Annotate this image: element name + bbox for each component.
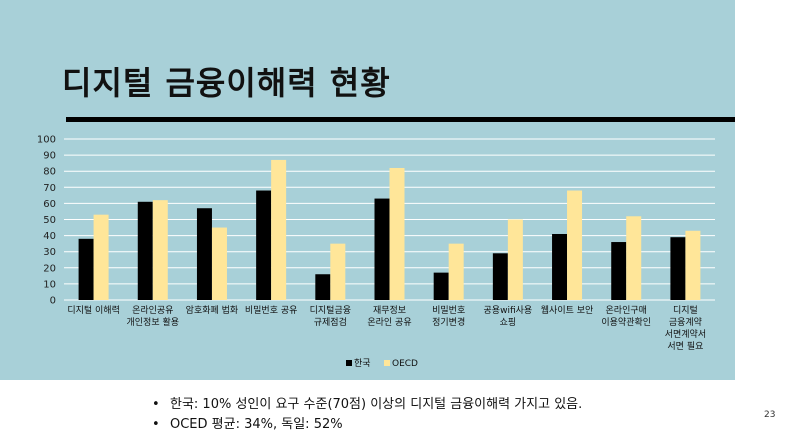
x-tick-label-2-0: 암호화폐 법화 — [186, 304, 239, 316]
x-tick-label-10-2: 서면계약서 — [665, 328, 706, 340]
x-tick-label-9-0: 온라인구매 — [606, 305, 647, 316]
x-tick-label-4-1: 규제점검 — [314, 316, 347, 328]
bar-korea-6 — [433, 272, 449, 300]
y-tick-label-60: 60 — [43, 199, 56, 210]
bar-korea-10 — [670, 237, 686, 300]
bar-korea-7 — [492, 253, 508, 300]
bar-oecd-7 — [507, 219, 523, 300]
bar-oecd-3 — [271, 159, 287, 300]
x-tick-label-5-0: 재무정보 — [373, 305, 406, 316]
bar-korea-5 — [374, 198, 390, 300]
bullet-item-oecd: OCED 평균: 34%, 독일: 52% — [148, 415, 582, 435]
x-tick-label-4-0: 디지털금융 — [310, 304, 351, 316]
y-tick-label-20: 20 — [43, 263, 56, 274]
x-tick-label-5-1: 온라인 공유 — [367, 317, 411, 328]
page-number: 23 — [764, 410, 776, 420]
x-tick-label-7-1: 쇼핑 — [500, 317, 517, 328]
bar-oecd-2 — [211, 227, 227, 300]
x-tick-label-1-0: 온라인공유 — [132, 305, 173, 316]
header-panel — [0, 0, 735, 380]
slide-title: 디지털 금융이해력 현황 — [62, 64, 391, 102]
legend-swatch-0 — [346, 360, 352, 366]
x-tick-label-10-3: 서면 필요 — [667, 340, 703, 352]
y-tick-label-70: 70 — [43, 183, 56, 194]
x-tick-label-3-0: 비밀번호 공유 — [245, 304, 298, 316]
y-tick-label-40: 40 — [43, 231, 56, 242]
y-tick-label-50: 50 — [43, 215, 56, 226]
bar-korea-8 — [552, 233, 568, 300]
bar-oecd-6 — [448, 243, 464, 300]
bar-oecd-10 — [685, 230, 701, 300]
legend-label-1: OECD — [392, 359, 418, 369]
title-underline — [66, 117, 735, 122]
y-tick-label-80: 80 — [43, 167, 56, 178]
y-tick-label-10: 10 — [43, 279, 56, 290]
x-tick-label-1-1: 개인정보 활용 — [126, 316, 179, 328]
x-tick-label-10-0: 디지털 — [673, 304, 698, 316]
y-tick-label-90: 90 — [43, 151, 56, 162]
bar-oecd-8 — [567, 190, 583, 300]
bar-oecd-0 — [93, 214, 109, 300]
legend-label-0: 한국 — [354, 358, 371, 369]
y-tick-label-100: 100 — [37, 135, 56, 146]
x-tick-label-9-1: 이용약관확인 — [601, 316, 651, 328]
bar-korea-3 — [256, 190, 272, 300]
x-tick-label-7-0: 공용wifi사용 — [484, 305, 533, 316]
bar-oecd-4 — [330, 243, 346, 300]
x-tick-label-0-0: 디지털 이해력 — [67, 304, 120, 316]
bar-oecd-1 — [152, 200, 168, 300]
bar-korea-0 — [78, 238, 94, 300]
x-tick-label-8-0: 웹사이트 보안 — [541, 305, 594, 316]
bullet-list: 한국: 10% 성인이 요구 수준(70점) 이상의 디지털 금융이해력 가지고… — [148, 395, 582, 435]
x-tick-label-10-1: 금융계약 — [669, 316, 702, 328]
bullet-item-korea: 한국: 10% 성인이 요구 수준(70점) 이상의 디지털 금융이해력 가지고… — [148, 395, 582, 415]
x-tick-label-6-1: 정기변경 — [432, 316, 465, 328]
bar-oecd-9 — [626, 216, 642, 300]
y-tick-label-0: 0 — [50, 296, 56, 307]
bar-korea-9 — [611, 242, 627, 300]
x-tick-label-6-0: 비밀번호 — [432, 304, 465, 316]
bar-korea-2 — [196, 208, 212, 300]
legend-swatch-1 — [384, 360, 390, 366]
bar-korea-1 — [137, 201, 153, 300]
y-tick-label-30: 30 — [43, 247, 56, 258]
bar-korea-4 — [315, 274, 331, 300]
bar-oecd-5 — [389, 167, 405, 300]
